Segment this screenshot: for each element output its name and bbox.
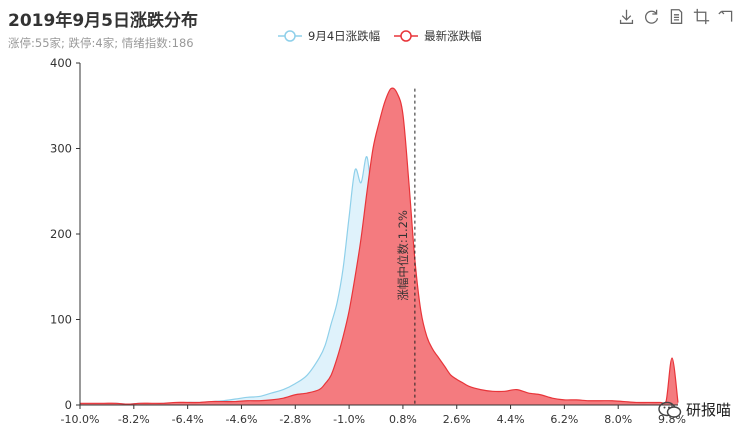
x-tick-label: 8.0% bbox=[604, 413, 632, 426]
refresh-icon[interactable] bbox=[643, 8, 660, 25]
x-tick-label: 6.2% bbox=[550, 413, 578, 426]
legend-item-series1[interactable]: 9月4日涨跌幅 bbox=[278, 28, 380, 44]
y-tick-label: 400 bbox=[50, 56, 72, 70]
legend-label-series2: 最新涨跌幅 bbox=[424, 29, 482, 43]
series-line-2 bbox=[80, 87, 679, 405]
wechat-icon bbox=[658, 401, 682, 418]
x-tick-label: 4.4% bbox=[497, 413, 525, 426]
legend-marker-series1 bbox=[278, 30, 302, 42]
data-view-icon[interactable] bbox=[668, 8, 685, 25]
y-tick-label: 300 bbox=[50, 142, 72, 156]
toolbox bbox=[618, 8, 735, 25]
legend-marker-series2 bbox=[394, 30, 419, 42]
legend: 9月4日涨跌幅 最新涨跌幅 bbox=[278, 28, 482, 44]
crop-icon[interactable] bbox=[693, 8, 710, 25]
x-tick-label: 0.8% bbox=[389, 413, 417, 426]
chart-title: 2019年9月5日涨跌分布 bbox=[8, 11, 198, 31]
median-label: 涨幅中位数:1.2% bbox=[396, 210, 410, 301]
y-tick-label: 0 bbox=[65, 398, 72, 412]
legend-label-series1: 9月4日涨跌幅 bbox=[308, 29, 381, 43]
restore-icon[interactable] bbox=[718, 8, 735, 25]
x-tick-label: -10.0% bbox=[61, 413, 100, 426]
x-tick-label: 9.8% bbox=[658, 413, 686, 426]
watermark-text: 研报喵 bbox=[685, 401, 731, 419]
y-tick-label: 100 bbox=[50, 313, 72, 327]
watermark: 研报喵 bbox=[658, 399, 731, 420]
x-tick-label: -1.0% bbox=[333, 413, 365, 426]
chart-subtitle: 涨停:55家; 跌停:4家; 情绪指数:186 bbox=[8, 36, 194, 50]
y-tick-label: 200 bbox=[50, 227, 72, 241]
x-tick-label: 2.6% bbox=[443, 413, 471, 426]
x-tick-label: -4.6% bbox=[225, 413, 257, 426]
x-tick-label: -2.8% bbox=[279, 413, 311, 426]
x-tick-label: -8.2% bbox=[118, 413, 150, 426]
x-tick-label: -6.4% bbox=[172, 413, 204, 426]
download-icon[interactable] bbox=[618, 8, 635, 25]
series-area-2 bbox=[80, 88, 678, 405]
legend-item-series2[interactable]: 最新涨跌幅 bbox=[394, 28, 482, 44]
